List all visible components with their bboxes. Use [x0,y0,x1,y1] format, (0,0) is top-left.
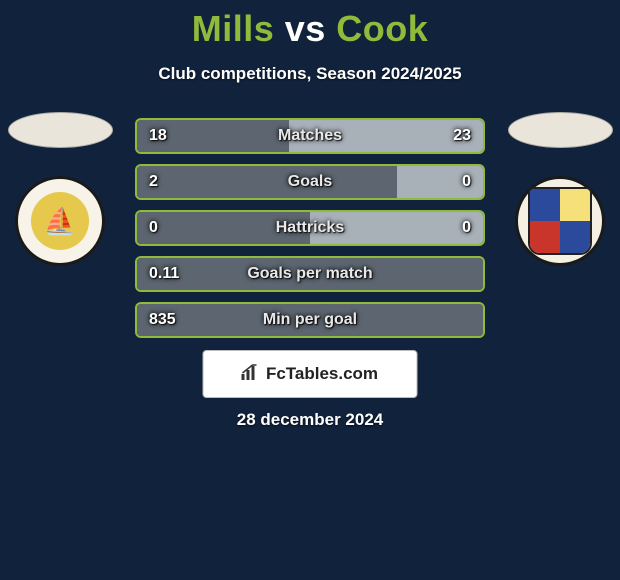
stat-row: 835Min per goal [135,302,485,338]
stat-label: Goals [137,166,483,198]
club-left: ⛵ [0,112,120,266]
stat-row: 18Matches23 [135,118,485,154]
source-logo-text: FcTables.com [266,364,378,384]
stat-right-value: 23 [453,120,471,152]
source-logo: FcTables.com [203,350,418,398]
stat-right-value: 0 [462,166,471,198]
stat-row: 0Hattricks0 [135,210,485,246]
subtitle: Club competitions, Season 2024/2025 [0,64,620,84]
stats-rows: 18Matches232Goals00Hattricks00.11Goals p… [135,118,485,348]
crest-left-inner: ⛵ [31,192,89,250]
stat-label: Hattricks [137,212,483,244]
stat-row: 2Goals0 [135,164,485,200]
title-player2: Cook [336,8,428,49]
stat-row: 0.11Goals per match [135,256,485,292]
page-title: Mills vs Cook [0,0,620,50]
shield-icon [528,187,592,255]
ship-icon: ⛵ [44,206,76,237]
stat-label: Min per goal [137,304,483,336]
club-crest-left: ⛵ [15,176,105,266]
stat-label: Goals per match [137,258,483,290]
player-disc-left [8,112,113,148]
h2h-container: Mills vs Cook Club competitions, Season … [0,0,620,580]
bars-icon [242,364,260,385]
club-crest-right [515,176,605,266]
date-label: 28 december 2024 [0,410,620,430]
title-vs: vs [285,8,326,49]
title-player1: Mills [192,8,275,49]
stat-label: Matches [137,120,483,152]
player-disc-right [508,112,613,148]
club-right [500,112,620,266]
stat-right-value: 0 [462,212,471,244]
